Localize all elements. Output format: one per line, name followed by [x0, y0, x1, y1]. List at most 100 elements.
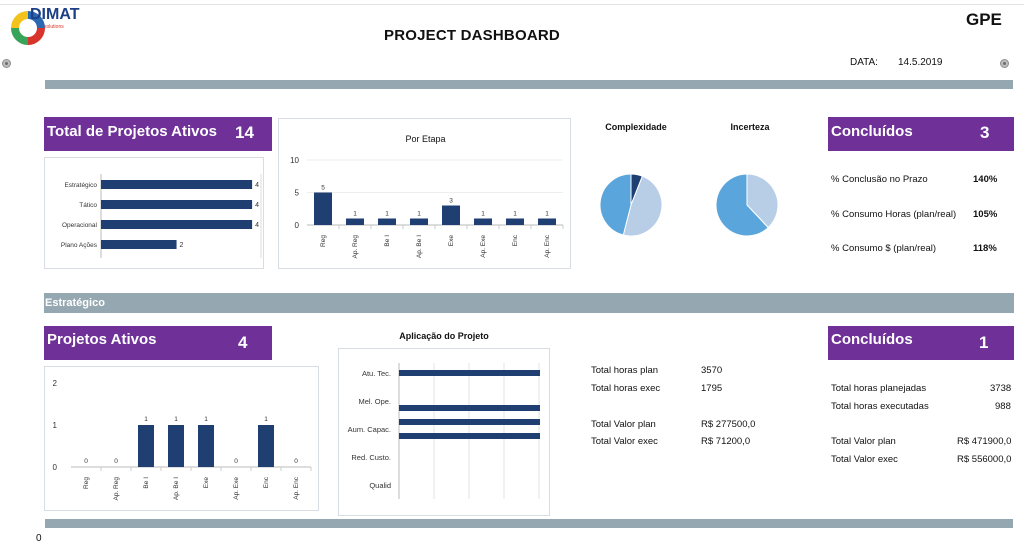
type-bar-estrategico — [101, 180, 253, 189]
total-ativos-card: Total de Projetos Ativos 14 — [44, 117, 272, 151]
type-value-tatico: 4 — [255, 202, 259, 209]
etapa-bar-be-i — [378, 218, 396, 225]
etapa-chart-title: Por Etapa — [405, 134, 446, 144]
estr-value-reg: 0 — [84, 458, 88, 465]
aplicacao-panel: Atu. Tec. Mel. Ope. Aum. Capac. Red. Custo.… — [338, 348, 550, 516]
left-scroll-icon[interactable] — [2, 59, 11, 68]
etapa-label-exe: Exe — [448, 235, 455, 247]
type-label-operacional: Operacional — [62, 222, 98, 229]
aplicacao-chart: Atu. Tec. Mel. Ope. Aum. Capac. Red. Custo.… — [348, 363, 540, 499]
estr-ytick-1: 1 — [53, 421, 58, 430]
estrategico-etapa-panel: 0 1 2 0 Reg 0 Ap. Reg 1 Be I 1 Ap. Be I 1 Exe 0 Ap. Ex… — [44, 366, 319, 511]
estr-value-exe: 1 — [204, 416, 208, 423]
concluidos-label: Concluídos — [831, 123, 913, 140]
horas-planejadas-label: Total horas planejadas — [831, 383, 927, 394]
incerteza-title: Incerteza — [730, 122, 770, 132]
aplic-label-qualid: Qualid — [369, 481, 391, 490]
type-value-estrategico: 4 — [255, 182, 259, 189]
etapa-value-enc: 1 — [513, 211, 517, 218]
complexidade-slice-1 — [622, 175, 663, 237]
total-ativos-value: 14 — [235, 123, 254, 142]
type-value-operacional: 4 — [255, 222, 259, 229]
projetos-ativos-label: Projetos Ativos — [47, 331, 157, 348]
etapa-value-exe: 3 — [449, 198, 453, 205]
logo-subtext: solutions — [44, 24, 64, 30]
type-bar-plano-acoes — [101, 240, 177, 249]
etapa-value-ap-be-i: 1 — [417, 211, 421, 218]
estr-bar-enc — [258, 425, 274, 467]
etapa-label-reg: Reg — [320, 235, 327, 247]
total-horas-exec-label: Total horas exec — [591, 383, 661, 394]
logo-text: DIMAT — [30, 6, 80, 23]
estr-label-be-i: Be I — [143, 477, 150, 489]
total-valor-exec-label: Total Valor exec — [591, 436, 658, 447]
etapa-label-ap-reg: Ap. Reg — [352, 235, 359, 259]
org-label: GPE — [966, 10, 1002, 29]
type-label-estrategico: Estratégico — [64, 182, 97, 189]
kpi-label-custo: % Consumo $ (plan/real) — [831, 243, 937, 254]
aplic-label-mel-ope: Mel. Ope. — [358, 397, 391, 406]
date-label: DATA: — [850, 57, 878, 68]
complexidade-title: Complexidade — [605, 122, 667, 132]
etapa-label-enc: Enc — [512, 234, 519, 246]
projetos-ativos-card: Projetos Ativos 4 — [44, 326, 272, 360]
horas-executadas-value: 988 — [995, 401, 1011, 412]
etapa-label-be-i: Be I — [384, 235, 391, 247]
kpi-value-custo: 118% — [973, 243, 997, 254]
etapa-label-ap-exe: Ap. Exe — [480, 235, 487, 258]
etapa-ytick-10: 10 — [290, 156, 299, 165]
estr-value-ap-enc: 0 — [294, 458, 298, 465]
total-valor-exec-value: R$ 71200,0 — [701, 436, 751, 447]
concluidos-value: 3 — [980, 123, 990, 142]
aplic-label-red-custo: Red. Custo. — [351, 453, 391, 462]
tipo-chart-panel: Estratégico 4 Tático 4 Operacional 4 Plano Açõ… — [44, 157, 264, 269]
top-border — [0, 4, 1024, 5]
estr-value-ap-reg: 0 — [114, 458, 118, 465]
page-title: PROJECT DASHBOARD — [384, 27, 560, 44]
etapa-value-ap-exe: 1 — [481, 211, 485, 218]
kpi-value-prazo: 140% — [973, 174, 998, 185]
total-valor-plan-label: Total Valor plan — [591, 419, 656, 430]
complexidade-slice-2 — [599, 173, 632, 236]
type-bar-operacional — [101, 220, 253, 229]
aplic-bar-aum-capac-0 — [399, 405, 540, 411]
total-horas-plan-value: 3570 — [701, 365, 723, 376]
etapa-ytick-5: 5 — [295, 189, 300, 198]
etapa-ytick-0: 0 — [295, 221, 300, 230]
etapa-value-be-i: 1 — [385, 211, 389, 218]
section-label: Estratégico — [45, 297, 105, 309]
total-horas-plan-label: Total horas plan — [591, 365, 659, 376]
aplic-bar-atu-tec-0 — [399, 370, 540, 376]
etapa-value-reg: 5 — [321, 185, 325, 192]
estr-bar-ap-be-i — [168, 425, 184, 467]
date-value: 14.5.2019 — [898, 57, 943, 68]
footer-divider — [45, 519, 1013, 528]
etapa-bar-reg — [314, 192, 332, 225]
horas-planejadas-value: 3738 — [990, 383, 1012, 394]
etapa-bar-ap-exe — [474, 218, 492, 225]
estr-value-enc: 1 — [264, 416, 268, 423]
estr-label-ap-reg: Ap. Reg — [113, 477, 120, 501]
kpi-label-prazo: % Conclusão no Prazo — [831, 174, 928, 185]
incerteza-slice-0 — [746, 173, 779, 229]
estr-bar-exe — [198, 425, 214, 467]
incerteza-slice-1 — [715, 173, 769, 237]
complexidade-pie — [599, 173, 663, 237]
etapa-bar-ap-be-i — [410, 218, 428, 225]
etapa-bar-ap-enc — [538, 218, 556, 225]
estr-label-exe: Exe — [203, 477, 210, 489]
estr-ytick-2: 2 — [53, 379, 58, 388]
estrategico-etapa-chart: 0 1 2 0 Reg 0 Ap. Reg 1 Be I 1 Ap. Be I 1 Exe 0 Ap. Ex… — [53, 379, 312, 501]
incerteza-pie — [715, 173, 779, 237]
etapa-value-ap-enc: 1 — [545, 211, 549, 218]
concluidos-card: Concluídos 3 — [828, 117, 1014, 151]
estr-value-ap-be-i: 1 — [174, 416, 178, 423]
aplic-bar-aum-capac-1 — [399, 419, 540, 425]
valor-plan-label: Total Valor plan — [831, 436, 896, 447]
type-value-plano-acoes: 2 — [180, 242, 184, 249]
tipo-chart: Estratégico 4 Tático 4 Operacional 4 Plano Açõ… — [61, 174, 262, 258]
total-horas-exec-value: 1795 — [701, 383, 723, 394]
estr-label-ap-enc: Ap. Enc — [293, 476, 300, 500]
right-scroll-icon[interactable] — [1000, 59, 1009, 68]
concluidos-estrategico-value: 1 — [979, 333, 989, 352]
